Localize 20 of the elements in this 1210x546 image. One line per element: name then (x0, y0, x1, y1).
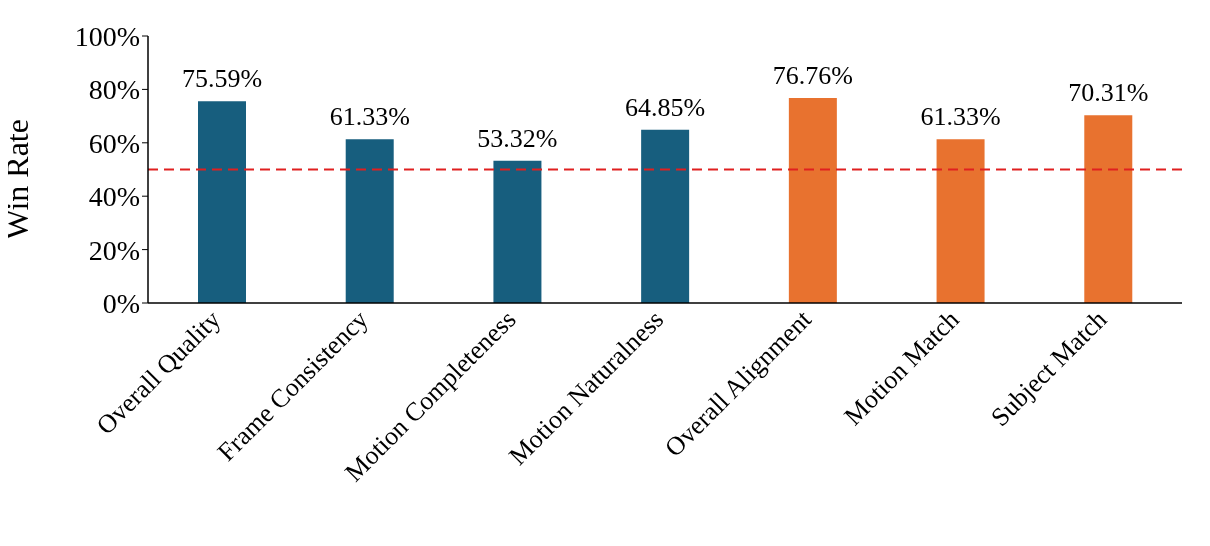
bar (641, 129, 690, 303)
data-label: 53.32% (477, 123, 558, 153)
bar (936, 139, 985, 303)
data-label: 75.59% (181, 64, 263, 94)
y-tick-label: 0% (102, 287, 140, 319)
bar (1084, 115, 1133, 303)
y-tick-label: 20% (88, 234, 140, 266)
data-label: 64.85% (625, 92, 706, 122)
bar (493, 160, 542, 303)
bar (345, 139, 394, 303)
y-tick-label: 40% (88, 181, 140, 213)
bar (788, 98, 837, 303)
y-tick-label: 60% (88, 127, 140, 159)
y-tick-label: 100% (74, 20, 140, 52)
bar (198, 101, 246, 303)
data-label: 70.31% (1068, 78, 1149, 108)
data-label: 61.33% (920, 102, 1001, 132)
data-label: 76.76% (772, 61, 853, 91)
data-label: 61.33% (329, 102, 410, 132)
y-tick-label: 80% (88, 74, 140, 106)
